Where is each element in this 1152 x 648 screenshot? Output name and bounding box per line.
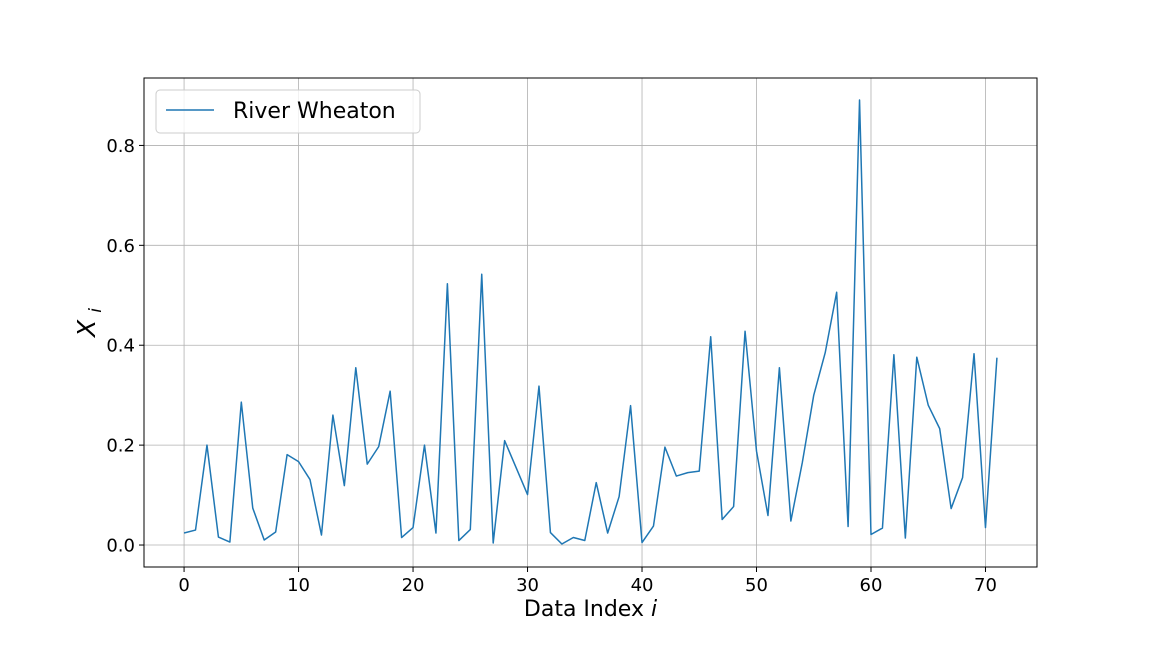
x-axis-label-text: Data Index: [524, 597, 644, 622]
x-tick-label: 40: [631, 575, 654, 596]
legend-box: [155, 89, 421, 134]
y-tick-label: 0.6: [106, 236, 135, 257]
svg-text:X i: X i: [72, 308, 106, 339]
axis-ticks: 0 10 20 30 40 50 60 70 0.0 0.2 0.4 0.6 0.8: [106, 136, 997, 596]
plot-frame: [143, 77, 1038, 568]
series-line-river-wheaton: [183, 99, 998, 545]
y-axis-label: X i: [72, 308, 106, 339]
x-tick-label: 70: [974, 575, 997, 596]
x-axis-label: Data Index i: [524, 597, 657, 622]
y-tick-label: 0.0: [106, 536, 135, 557]
legend-label-river-wheaton: River Wheaton: [233, 99, 396, 124]
legend: River Wheaton: [155, 89, 421, 134]
y-axis-label-subscript: i: [86, 308, 106, 313]
x-tick-label: 10: [287, 575, 310, 596]
y-tick-label: 0.8: [106, 136, 135, 157]
x-tick-label: 20: [402, 575, 425, 596]
y-axis-label-variable: X: [72, 319, 101, 339]
y-tick-label: 0.4: [106, 336, 135, 357]
x-tick-label: 30: [516, 575, 539, 596]
x-axis-label-variable: i: [651, 597, 657, 622]
y-tick-label: 0.2: [106, 436, 135, 457]
x-tick-label: 60: [860, 575, 883, 596]
series-lines: [183, 99, 998, 545]
x-tick-label: 0: [178, 575, 189, 596]
x-tick-label: 50: [745, 575, 768, 596]
